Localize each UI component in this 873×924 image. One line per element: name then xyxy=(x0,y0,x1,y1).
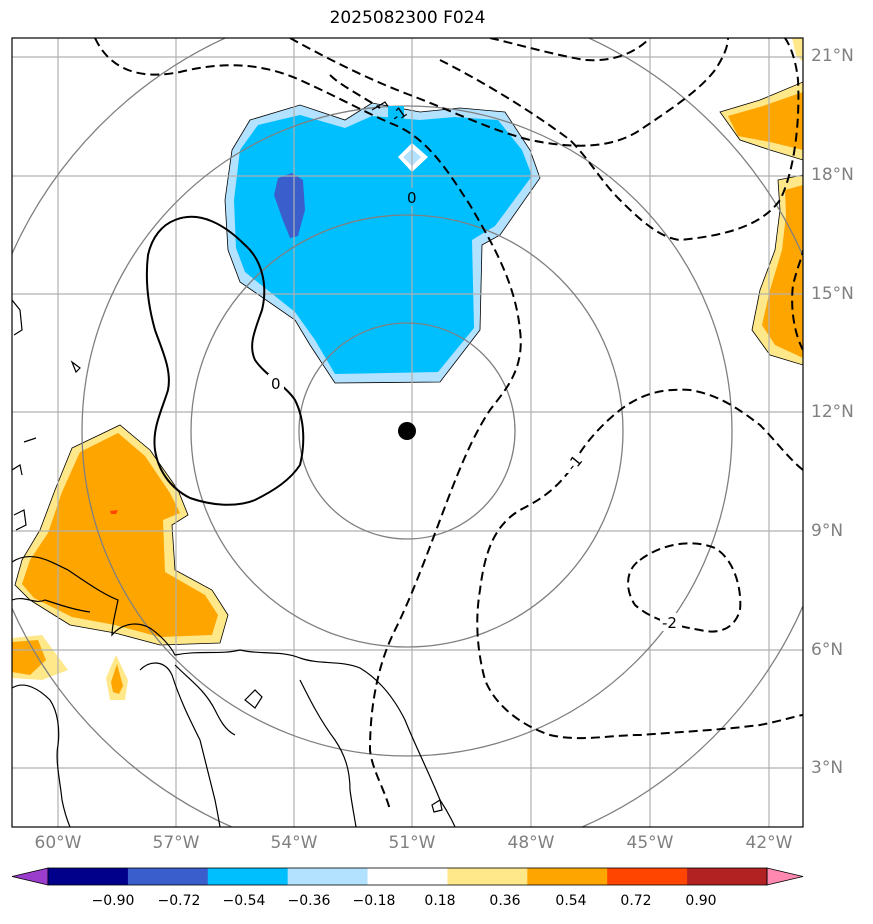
colorbar-swatch xyxy=(447,868,528,885)
lat-label-21n: 21°N xyxy=(811,46,854,66)
map-frame xyxy=(11,37,804,828)
lon-label-57w: 57°W xyxy=(152,833,200,853)
storm-center-dot xyxy=(398,422,416,440)
colorbar-swatch xyxy=(207,868,289,885)
contour-label-zero-solid: 0 xyxy=(271,375,281,393)
colorbar-tick: 0.72 xyxy=(620,893,652,909)
colorbar-tick: −0.36 xyxy=(287,893,331,909)
colorbar-swatch xyxy=(48,868,129,885)
contour-labels: -1 0 0 -1 -2 xyxy=(268,103,682,632)
lat-label-15n: 15°N xyxy=(811,284,854,304)
colorbar-swatch xyxy=(607,868,688,885)
colorbar-tick: −0.72 xyxy=(157,893,201,909)
negative-anomaly-medium xyxy=(234,115,532,374)
colorbar-swatch xyxy=(287,868,369,885)
lat-label-18n: 18°N xyxy=(811,165,854,185)
lon-label-60w: 60°W xyxy=(34,833,82,853)
colorbar-swatch xyxy=(527,868,608,885)
range-rings xyxy=(12,38,803,827)
colorbar-extend-high xyxy=(766,867,804,886)
colorbar-outline xyxy=(47,867,768,886)
lat-label-6n: 6°N xyxy=(811,640,844,660)
colorbar-tick: −0.90 xyxy=(91,893,135,909)
dashed-contours xyxy=(94,38,803,811)
lat-label-12n: 12°N xyxy=(811,402,854,422)
solid-zero-contour xyxy=(145,215,305,506)
colorbar-extend-low xyxy=(11,867,49,886)
lon-label-48w: 48°W xyxy=(507,833,555,853)
lat-label-3n: 3°N xyxy=(811,758,844,778)
colorbar-swatch xyxy=(367,868,448,885)
colorbar-tick: 0.54 xyxy=(555,893,587,909)
negative-anomaly-dark xyxy=(274,173,305,238)
map-title: 2025082300 F024 xyxy=(329,8,486,28)
colorbar-swatch xyxy=(127,868,209,885)
positive-anomaly-west xyxy=(22,433,218,637)
contour-label-neg2: -2 xyxy=(662,614,677,632)
contour-label-zero-blue: 0 xyxy=(407,189,417,207)
colorbar-tick: −0.54 xyxy=(222,893,266,909)
colorbar-tick: 0.36 xyxy=(489,893,521,909)
lon-label-54w: 54°W xyxy=(270,833,318,853)
coastlines xyxy=(12,101,456,827)
colorbar-tick: 0.90 xyxy=(685,893,717,909)
lon-label-45w: 45°W xyxy=(626,833,674,853)
colorbar-tick: 0.18 xyxy=(424,893,456,909)
colorbar xyxy=(11,867,804,886)
lon-label-51w: 51°W xyxy=(388,833,436,853)
colorbar-swatch xyxy=(687,868,768,885)
lon-label-42w: 42°W xyxy=(745,833,793,853)
map-content: -1 0 0 -1 -2 xyxy=(12,38,803,827)
lat-label-9n: 9°N xyxy=(811,521,844,541)
colorbar-tick: −0.18 xyxy=(352,893,396,909)
graticule xyxy=(12,38,803,827)
